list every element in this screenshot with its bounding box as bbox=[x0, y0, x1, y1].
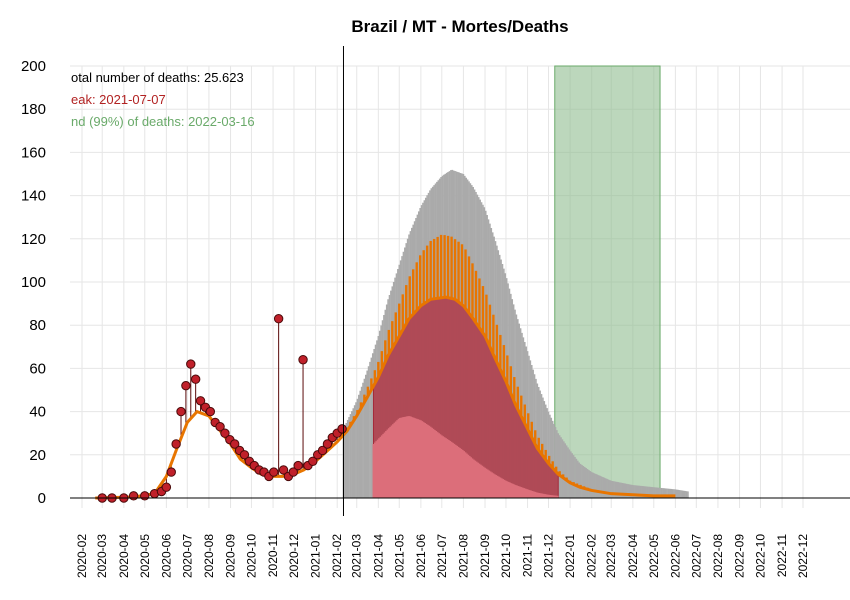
x-tick-label: 2022-11 bbox=[775, 534, 789, 577]
x-tick-label: 2021-06 bbox=[414, 534, 428, 578]
observed-point bbox=[269, 467, 279, 477]
x-tick-label: 2022-10 bbox=[753, 534, 767, 578]
observed-point bbox=[278, 465, 289, 475]
x-tick-label: 2021-08 bbox=[456, 534, 470, 578]
observed-point bbox=[230, 439, 240, 449]
annotation-peak: eak: 2021-07-07 bbox=[71, 92, 166, 107]
x-tick-label: 2021-02 bbox=[330, 534, 344, 578]
x-tick-label: 2022-08 bbox=[711, 534, 725, 578]
y-tick-label: 200 bbox=[21, 58, 46, 75]
y-tick-label: 0 bbox=[38, 490, 46, 507]
observed-point bbox=[337, 424, 347, 434]
chart-title: Brazil / MT - Mortes/Deaths bbox=[351, 17, 568, 36]
observed-point bbox=[190, 374, 201, 384]
x-tick-label: 2020-10 bbox=[244, 534, 258, 578]
x-tick-label: 2022-02 bbox=[585, 534, 599, 578]
observed-point bbox=[288, 467, 298, 477]
y-tick-label: 140 bbox=[21, 188, 46, 205]
y-tick-label: 80 bbox=[29, 317, 46, 334]
observed-point bbox=[186, 359, 196, 369]
y-tick-label: 120 bbox=[21, 231, 46, 248]
observed-point bbox=[298, 355, 308, 365]
x-tick-label: 2021-10 bbox=[499, 534, 513, 578]
x-tick-label: 2020-09 bbox=[224, 534, 238, 578]
observed-point bbox=[181, 380, 191, 391]
x-tick-label: 2021-01 bbox=[309, 534, 323, 578]
observed-point bbox=[140, 491, 150, 501]
observed-point bbox=[239, 450, 250, 460]
y-tick-label: 60 bbox=[29, 360, 46, 377]
x-tick-label: 2020-08 bbox=[202, 534, 216, 578]
x-tick-label: 2020-06 bbox=[159, 534, 173, 578]
x-tick-label: 2021-03 bbox=[350, 534, 364, 578]
observed-point bbox=[293, 460, 303, 471]
x-tick-label: 2022-03 bbox=[604, 534, 618, 578]
x-tick-label: 2021-05 bbox=[392, 534, 406, 578]
end-of-deaths-region bbox=[554, 65, 661, 499]
x-tick-label: 2020-05 bbox=[138, 534, 152, 578]
observed-point bbox=[220, 428, 230, 438]
x-tick-label: 2021-07 bbox=[435, 534, 449, 578]
x-tick-label: 2022-01 bbox=[563, 534, 577, 578]
x-tick-label: 2022-06 bbox=[668, 534, 682, 578]
observed-point bbox=[308, 456, 318, 466]
x-tick-label: 2022-12 bbox=[796, 534, 810, 578]
x-tick-label: 2022-04 bbox=[626, 534, 640, 578]
observed-point bbox=[128, 491, 139, 501]
x-tick-label: 2022-07 bbox=[689, 534, 703, 578]
x-tick-label: 2021-12 bbox=[541, 534, 555, 578]
x-tick-label: 2020-03 bbox=[95, 534, 109, 578]
y-tick-label: 180 bbox=[21, 101, 46, 118]
observed-point bbox=[322, 439, 333, 449]
observed-point bbox=[205, 406, 216, 417]
observed-point bbox=[273, 314, 284, 324]
marks bbox=[95, 234, 676, 503]
x-tick-label: 2020-02 bbox=[75, 534, 89, 578]
y-tick-label: 160 bbox=[21, 144, 46, 161]
y-tick-label: 40 bbox=[29, 404, 46, 421]
observed-point bbox=[176, 406, 186, 417]
observed-point bbox=[171, 439, 181, 449]
annotation-total-deaths: otal number of deaths: 25.623 bbox=[71, 70, 244, 85]
x-tick-label: 2020-12 bbox=[287, 534, 301, 578]
x-tick-label: 2020-04 bbox=[117, 534, 131, 578]
observed-point bbox=[195, 396, 206, 406]
x-tick-label: 2022-05 bbox=[647, 534, 661, 578]
x-tick-label: 2021-04 bbox=[371, 534, 385, 578]
observed-point bbox=[215, 422, 225, 432]
y-tick-label: 20 bbox=[29, 447, 46, 464]
y-tick-label: 100 bbox=[21, 274, 46, 291]
observed-point bbox=[161, 482, 172, 492]
annotation-end-of-deaths: nd (99%) of deaths: 2022-03-16 bbox=[71, 114, 255, 129]
x-tick-label: 2020-11 bbox=[266, 534, 280, 577]
labels: Brazil / MT - Mortes/Deaths otal number … bbox=[71, 17, 569, 129]
observed-point bbox=[317, 445, 328, 456]
x-tick-label: 2020-07 bbox=[180, 534, 194, 578]
x-tick-label: 2021-11 bbox=[521, 534, 535, 577]
observed-point bbox=[166, 467, 176, 477]
axes: 0 20 40 60 80 100 120 140 160 180 200 2020-02 2020-0… bbox=[21, 46, 850, 578]
x-tick-label: 2022-09 bbox=[733, 534, 747, 578]
x-tick-label: 2021-09 bbox=[478, 534, 492, 578]
